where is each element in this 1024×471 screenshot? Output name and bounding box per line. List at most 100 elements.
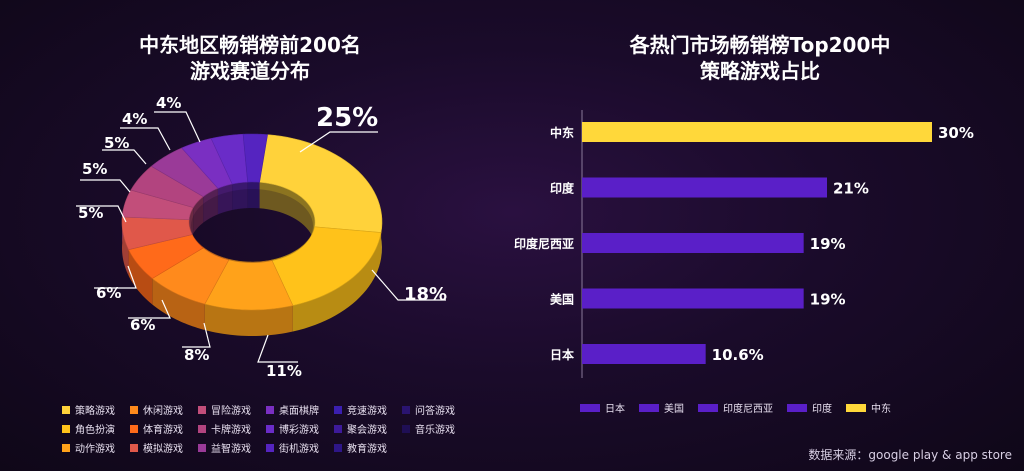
bar-category-0: 中东 [550, 125, 574, 140]
legend-item-5: 问答游戏 [402, 402, 470, 417]
slice-label-6: 5% [78, 204, 103, 222]
legend-item-11: 音乐游戏 [402, 421, 470, 436]
left-chart-title: 中东地区畅销榜前200名 游戏赛道分布 [100, 32, 400, 84]
legend-item-8: 卡牌游戏 [198, 421, 266, 436]
slice-label-1: 18% [404, 284, 447, 305]
donut-side-4 [128, 249, 153, 305]
bar-1 [582, 177, 827, 198]
legend-item-15: 街机游戏 [266, 440, 334, 455]
callout-line-4 [128, 299, 171, 319]
legend-label: 音乐游戏 [415, 425, 455, 436]
slice-label-2: 11% [266, 362, 302, 380]
slice-label-5: 6% [96, 284, 121, 302]
legend-label: 角色扮演 [75, 425, 115, 436]
legend-swatch [198, 424, 206, 433]
legend-item-10: 聚会游戏 [334, 421, 402, 436]
pie-legend: 策略游戏 休闲游戏 冒险游戏 桌面棋牌 竞速游戏 问答游戏角色扮演 体育游戏 卡牌游戏 博彩游戏… [62, 402, 482, 455]
slice-label-4: 6% [130, 316, 155, 334]
legend-swatch [402, 405, 410, 414]
callout-line-2 [257, 334, 298, 363]
legend-item-3: 桌面棋牌 [266, 402, 334, 417]
legend-label: 策略游戏 [75, 406, 115, 417]
slice-label-9: 4% [122, 110, 147, 128]
legend-label: 体育游戏 [143, 425, 183, 436]
bar-value-3: 19% [810, 291, 846, 309]
legend-label: 动作游戏 [75, 444, 115, 455]
legend-item-4: 竞速游戏 [334, 402, 402, 417]
legend-swatch [130, 405, 138, 414]
slice-label-8: 5% [104, 134, 129, 152]
donut-labels: 25% 18% 11% 8% 6% 6% 5% 5% 5% 4% 4% [76, 94, 447, 380]
callout-line-5 [94, 265, 137, 289]
legend-swatch [62, 405, 70, 414]
legend-label: 模拟游戏 [143, 444, 183, 455]
right-chart-title: 各热门市场畅销榜Top200中 策略游戏占比 [600, 32, 920, 84]
right-chart-title-line1: 各热门市场畅销榜Top200中 [629, 33, 891, 57]
slice-label-10: 4% [156, 94, 181, 112]
slice-label-3: 8% [184, 346, 209, 364]
donut-hole [191, 189, 313, 263]
legend-label: 竞速游戏 [347, 406, 387, 417]
callout-line-7 [80, 179, 131, 193]
callout-line-9 [120, 127, 171, 151]
bar-value-0: 30% [938, 124, 974, 142]
legend-swatch [698, 403, 718, 412]
legend-swatch [846, 403, 866, 412]
donut-slice-11 [242, 133, 268, 183]
bar-legend-item-0: 日本 [580, 400, 625, 415]
legend-swatch [266, 443, 274, 452]
bar-legend-item-3: 印度 [787, 400, 832, 415]
donut-inner-9 [217, 184, 233, 215]
bar-value-1: 21% [833, 180, 869, 198]
donut-inner-0 [259, 182, 315, 253]
legend-swatch [266, 424, 274, 433]
left-chart-title-line2: 游戏赛道分布 [190, 59, 310, 83]
bar-4 [582, 344, 706, 364]
bar-category-3: 美国 [550, 292, 574, 307]
legend-label: 休闲游戏 [143, 406, 183, 417]
bar-legend: 日本 美国 印度尼西亚 印度 中东 [580, 400, 891, 415]
bar-legend-item-4: 中东 [846, 400, 891, 415]
source-note: 数据来源：google play & app store [808, 448, 1012, 462]
legend-item-0: 策略游戏 [62, 402, 130, 417]
legend-label: 中东 [871, 404, 891, 415]
legend-swatch [402, 424, 410, 433]
legend-swatch [130, 424, 138, 433]
legend-item-14: 益智游戏 [198, 440, 266, 455]
legend-label: 印度尼西亚 [723, 404, 773, 415]
donut-side-1 [292, 232, 382, 332]
donut-side-3 [152, 278, 205, 331]
bar-legend-item-1: 美国 [639, 400, 684, 415]
slice-label-7: 5% [82, 160, 107, 178]
legend-swatch [580, 403, 600, 412]
legend-swatch [334, 424, 342, 433]
donut-inner-8 [203, 188, 218, 223]
legend-item-9: 博彩游戏 [266, 421, 334, 436]
legend-item-1: 休闲游戏 [130, 402, 198, 417]
right-chart-title-line2: 策略游戏占比 [700, 59, 820, 83]
donut-inner-11 [247, 182, 260, 209]
donut-inner-10 [232, 182, 248, 211]
legend-swatch [639, 403, 659, 412]
legend-label: 聚会游戏 [347, 425, 387, 436]
donut-inner-7 [193, 196, 204, 234]
legend-label: 卡牌游戏 [211, 425, 251, 436]
bar-legend-item-2: 印度尼西亚 [698, 400, 773, 415]
callout-line-8 [102, 149, 147, 165]
bar-value-4: 10.6% [712, 346, 764, 364]
legend-swatch [334, 443, 342, 452]
legend-label: 博彩游戏 [279, 425, 319, 436]
legend-label: 教育游戏 [347, 444, 387, 455]
donut-side-2 [204, 304, 293, 336]
legend-swatch [266, 405, 274, 414]
legend-swatch [334, 405, 342, 414]
donut-side-5 [122, 216, 129, 276]
legend-item-16: 教育游戏 [334, 440, 402, 455]
legend-label: 印度 [812, 404, 832, 415]
legend-label: 冒险游戏 [211, 406, 251, 417]
bar-category-1: 印度 [550, 181, 575, 196]
callout-line-1 [371, 269, 446, 301]
legend-item-2: 冒险游戏 [198, 402, 266, 417]
legend-swatch [62, 443, 70, 452]
legend-label: 益智游戏 [211, 444, 251, 455]
